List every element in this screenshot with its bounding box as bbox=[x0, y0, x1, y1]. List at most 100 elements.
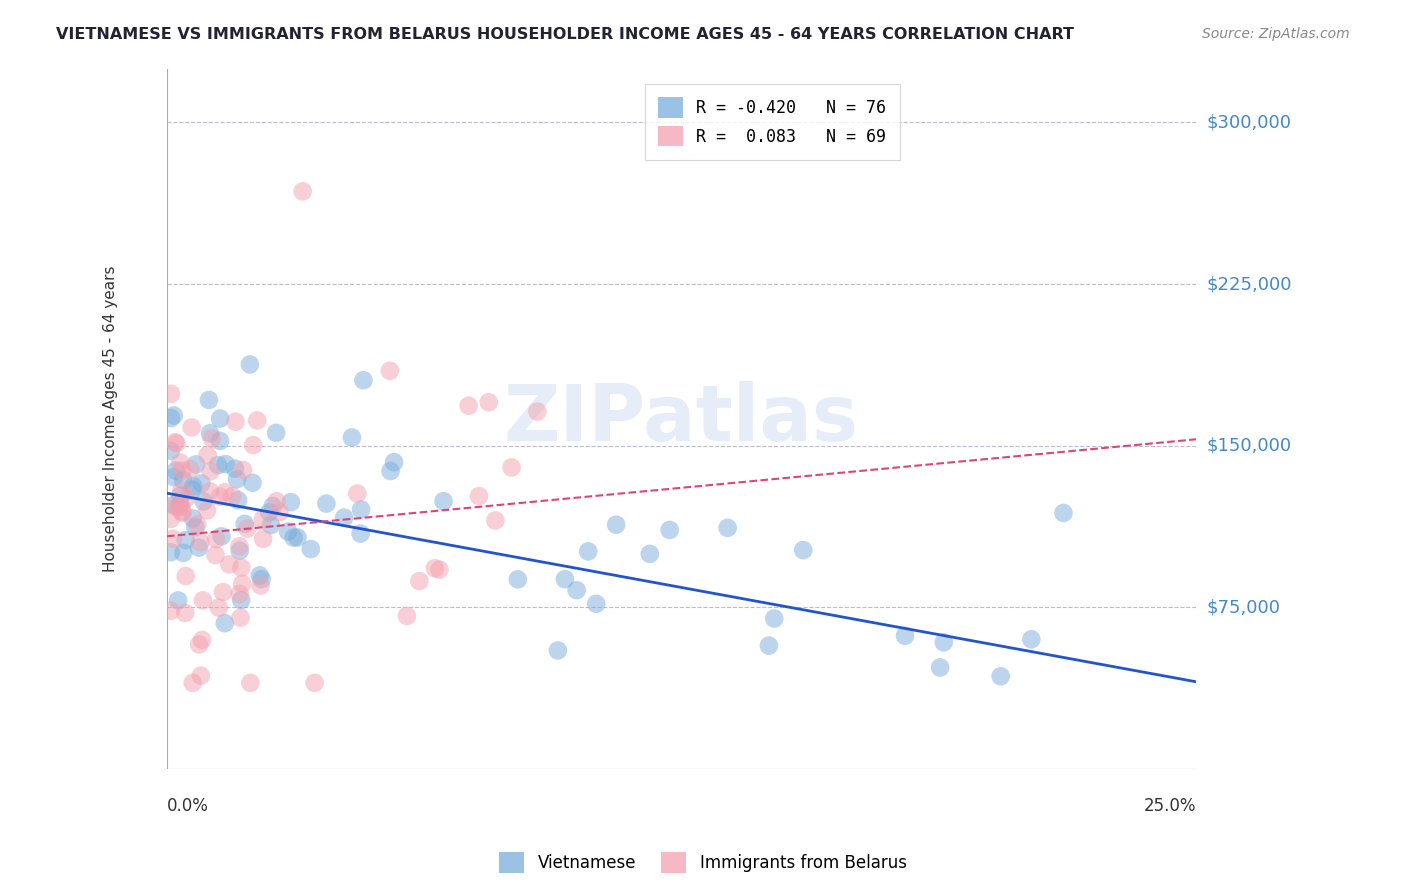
Text: 0.0%: 0.0% bbox=[167, 797, 208, 815]
Point bbox=[250, 572, 273, 586]
Point bbox=[226, 493, 249, 508]
Point bbox=[200, 464, 222, 478]
Point bbox=[198, 426, 221, 441]
Point bbox=[269, 505, 291, 519]
Point bbox=[231, 576, 253, 591]
Point bbox=[395, 608, 418, 623]
Point bbox=[184, 520, 207, 534]
Point bbox=[208, 490, 231, 504]
Point bbox=[382, 455, 405, 469]
Point bbox=[304, 676, 326, 690]
Point bbox=[169, 456, 191, 470]
Point bbox=[214, 485, 236, 500]
Point bbox=[340, 430, 363, 444]
Point bbox=[170, 483, 193, 498]
Point bbox=[172, 463, 194, 477]
Point bbox=[218, 558, 240, 572]
Point bbox=[197, 448, 219, 462]
Point bbox=[346, 486, 368, 500]
Point bbox=[432, 494, 454, 508]
Point bbox=[547, 643, 569, 657]
Point bbox=[191, 593, 214, 607]
Point bbox=[242, 475, 264, 490]
Text: Householder Income Ages 45 - 64 years: Householder Income Ages 45 - 64 years bbox=[103, 266, 118, 572]
Point bbox=[758, 639, 780, 653]
Point bbox=[160, 443, 183, 458]
Point bbox=[179, 462, 201, 476]
Point bbox=[176, 491, 198, 505]
Point bbox=[585, 597, 607, 611]
Point bbox=[174, 569, 197, 583]
Point bbox=[239, 676, 262, 690]
Point bbox=[506, 572, 529, 586]
Point bbox=[249, 568, 271, 582]
Point bbox=[283, 531, 305, 545]
Point bbox=[231, 593, 253, 607]
Point bbox=[478, 395, 501, 409]
Text: $225,000: $225,000 bbox=[1206, 275, 1292, 293]
Point bbox=[315, 497, 337, 511]
Point bbox=[231, 560, 253, 574]
Text: ZIPatlas: ZIPatlas bbox=[503, 381, 859, 457]
Point bbox=[229, 610, 252, 624]
Point bbox=[160, 545, 183, 559]
Point bbox=[166, 436, 188, 450]
Point bbox=[232, 463, 254, 477]
Point bbox=[221, 489, 243, 503]
Point bbox=[236, 522, 259, 536]
Point bbox=[172, 546, 194, 560]
Point bbox=[252, 532, 274, 546]
Point bbox=[181, 676, 204, 690]
Point bbox=[252, 512, 274, 526]
Point bbox=[172, 506, 194, 520]
Point bbox=[170, 500, 193, 514]
Point bbox=[423, 561, 446, 575]
Text: VIETNAMESE VS IMMIGRANTS FROM BELARUS HOUSEHOLDER INCOME AGES 45 - 64 YEARS CORR: VIETNAMESE VS IMMIGRANTS FROM BELARUS HO… bbox=[56, 27, 1074, 42]
Point bbox=[658, 523, 681, 537]
Point bbox=[166, 500, 188, 515]
Point bbox=[249, 578, 271, 592]
Point bbox=[214, 616, 236, 631]
Point bbox=[526, 404, 548, 418]
Text: $300,000: $300,000 bbox=[1206, 113, 1292, 131]
Point bbox=[181, 483, 204, 497]
Point bbox=[163, 470, 186, 484]
Point bbox=[181, 511, 204, 525]
Point bbox=[457, 399, 479, 413]
Point bbox=[990, 669, 1012, 683]
Text: Source: ZipAtlas.com: Source: ZipAtlas.com bbox=[1202, 27, 1350, 41]
Point bbox=[224, 461, 246, 475]
Text: $150,000: $150,000 bbox=[1206, 437, 1292, 455]
Point bbox=[169, 498, 191, 512]
Point bbox=[160, 512, 183, 526]
Point bbox=[717, 521, 740, 535]
Point bbox=[190, 668, 212, 682]
Point bbox=[186, 517, 208, 532]
Point bbox=[763, 611, 786, 625]
Point bbox=[163, 409, 186, 423]
Point bbox=[170, 505, 193, 519]
Point bbox=[468, 489, 491, 503]
Point bbox=[228, 539, 250, 553]
Legend: R = -0.420   N = 76, R =  0.083   N = 69: R = -0.420 N = 76, R = 0.083 N = 69 bbox=[644, 84, 900, 160]
Point bbox=[380, 464, 402, 478]
Point bbox=[193, 494, 215, 508]
Point bbox=[792, 543, 814, 558]
Point bbox=[188, 535, 211, 549]
Point bbox=[165, 498, 187, 512]
Point bbox=[554, 572, 576, 586]
Point bbox=[207, 458, 229, 472]
Point bbox=[576, 544, 599, 558]
Point bbox=[190, 476, 212, 491]
Point bbox=[932, 635, 955, 649]
Point bbox=[280, 495, 302, 509]
Point bbox=[262, 499, 284, 513]
Point bbox=[638, 547, 661, 561]
Point bbox=[291, 185, 314, 199]
Point bbox=[209, 411, 232, 425]
Point bbox=[350, 502, 373, 516]
Point bbox=[167, 593, 190, 607]
Point bbox=[266, 494, 288, 508]
Point bbox=[246, 413, 269, 427]
Point bbox=[349, 526, 371, 541]
